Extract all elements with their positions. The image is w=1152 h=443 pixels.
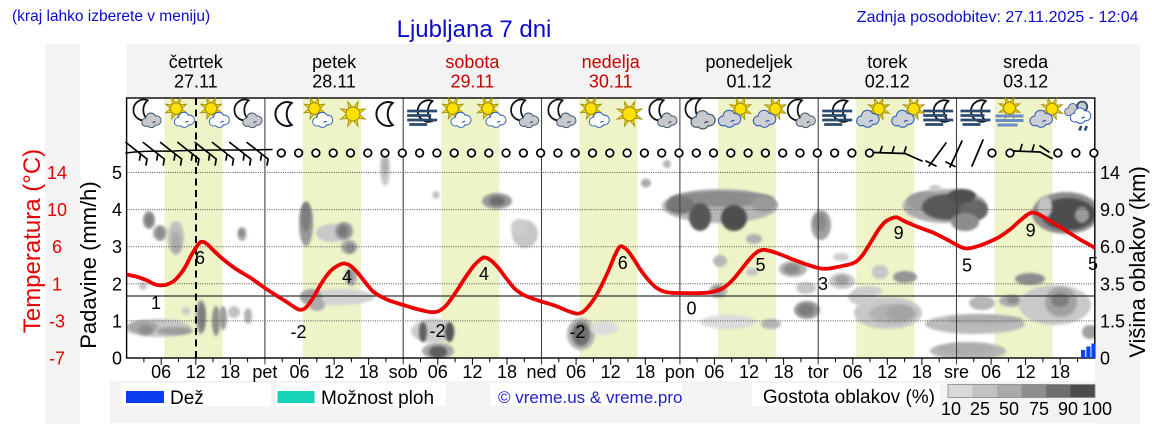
svg-text:28.11: 28.11 [312, 72, 356, 92]
svg-text:Dež: Dež [170, 388, 204, 409]
svg-text:12: 12 [324, 362, 344, 382]
svg-text:petek: petek [312, 52, 357, 72]
svg-text:5: 5 [112, 163, 122, 183]
svg-text:3.5: 3.5 [1100, 274, 1125, 294]
svg-text:Možnost ploh: Možnost ploh [321, 388, 434, 409]
svg-text:0: 0 [1100, 349, 1110, 369]
svg-text:18: 18 [1050, 362, 1070, 382]
svg-text:-2: -2 [429, 321, 445, 341]
svg-text:sreda: sreda [1003, 52, 1049, 72]
svg-text:Gostota oblakov (%): Gostota oblakov (%) [763, 387, 935, 408]
svg-text:četrtek: četrtek [169, 52, 224, 72]
svg-text:nedelja: nedelja [582, 52, 641, 72]
svg-text:06: 06 [289, 362, 309, 382]
svg-text:© vreme.us & vreme.pro: © vreme.us & vreme.pro [498, 388, 682, 407]
svg-text:06: 06 [843, 362, 863, 382]
svg-text:-2: -2 [569, 322, 585, 342]
svg-text:1.5: 1.5 [1100, 311, 1125, 331]
svg-text:1: 1 [112, 311, 122, 331]
svg-text:14: 14 [47, 163, 67, 183]
svg-text:Ljubljana 7 dni: Ljubljana 7 dni [397, 16, 552, 43]
svg-text:6.0: 6.0 [1100, 237, 1125, 257]
svg-text:ponedeljek: ponedeljek [705, 52, 793, 72]
svg-text:18: 18 [774, 362, 794, 382]
svg-text:-3: -3 [49, 311, 65, 331]
svg-text:5: 5 [1088, 254, 1098, 274]
svg-text:5: 5 [962, 256, 972, 276]
svg-text:Zadnja posodobitev: 27.11.2025: Zadnja posodobitev: 27.11.2025 - 12:04 [857, 9, 1139, 26]
svg-text:-2: -2 [290, 322, 306, 342]
svg-text:03.12: 03.12 [1003, 72, 1048, 92]
svg-text:pet: pet [252, 362, 277, 382]
svg-text:4: 4 [479, 264, 489, 284]
svg-text:25: 25 [970, 399, 990, 419]
svg-text:12: 12 [186, 362, 206, 382]
svg-text:12: 12 [462, 362, 482, 382]
svg-text:10: 10 [47, 200, 67, 220]
svg-text:12: 12 [877, 362, 897, 382]
svg-text:ned: ned [526, 362, 556, 382]
svg-text:100: 100 [1082, 399, 1112, 419]
svg-text:9.0: 9.0 [1100, 200, 1125, 220]
svg-text:12: 12 [601, 362, 621, 382]
svg-text:Temperatura (°C): Temperatura (°C) [19, 149, 46, 333]
svg-text:0: 0 [686, 299, 696, 319]
svg-text:sob: sob [389, 362, 418, 382]
svg-text:12: 12 [1016, 362, 1036, 382]
svg-text:18: 18 [497, 362, 517, 382]
svg-text:4: 4 [342, 267, 352, 287]
svg-text:3: 3 [112, 237, 122, 257]
svg-text:01.12: 01.12 [726, 72, 771, 92]
svg-text:(kraj lahko izberete v meniju): (kraj lahko izberete v meniju) [12, 8, 210, 25]
svg-text:sre: sre [944, 362, 969, 382]
svg-text:6: 6 [52, 237, 62, 257]
svg-text:90: 90 [1058, 399, 1078, 419]
svg-text:2: 2 [112, 274, 122, 294]
svg-text:Višina oblakov (km): Višina oblakov (km) [1125, 166, 1150, 358]
svg-text:06: 06 [981, 362, 1001, 382]
svg-text:12: 12 [739, 362, 759, 382]
svg-text:06: 06 [704, 362, 724, 382]
svg-text:sobota: sobota [445, 52, 500, 72]
svg-text:29.11: 29.11 [451, 72, 495, 92]
svg-text:14: 14 [1100, 163, 1120, 183]
svg-text:18: 18 [359, 362, 379, 382]
svg-text:6: 6 [195, 248, 205, 268]
svg-text:06: 06 [151, 362, 171, 382]
svg-text:27.11: 27.11 [174, 72, 218, 92]
svg-text:-7: -7 [49, 349, 65, 369]
svg-text:3: 3 [818, 274, 828, 294]
svg-text:9: 9 [1026, 221, 1036, 241]
svg-text:18: 18 [912, 362, 932, 382]
svg-text:0: 0 [112, 349, 122, 369]
svg-text:18: 18 [220, 362, 240, 382]
svg-text:75: 75 [1029, 399, 1049, 419]
svg-text:6: 6 [618, 253, 628, 273]
svg-text:torek: torek [867, 52, 908, 72]
svg-text:18: 18 [635, 362, 655, 382]
svg-text:50: 50 [999, 399, 1019, 419]
svg-text:1: 1 [151, 293, 161, 313]
svg-text:06: 06 [428, 362, 448, 382]
svg-text:02.12: 02.12 [865, 72, 910, 92]
svg-text:9: 9 [894, 223, 904, 243]
svg-text:pon: pon [665, 362, 695, 382]
svg-text:06: 06 [566, 362, 586, 382]
svg-text:tor: tor [808, 362, 829, 382]
svg-text:4: 4 [112, 200, 122, 220]
svg-text:10: 10 [941, 399, 961, 419]
svg-text:Padavine (mm/h): Padavine (mm/h) [76, 181, 101, 349]
svg-text:30.11: 30.11 [589, 72, 633, 92]
svg-text:1: 1 [52, 274, 62, 294]
svg-text:5: 5 [755, 255, 765, 275]
